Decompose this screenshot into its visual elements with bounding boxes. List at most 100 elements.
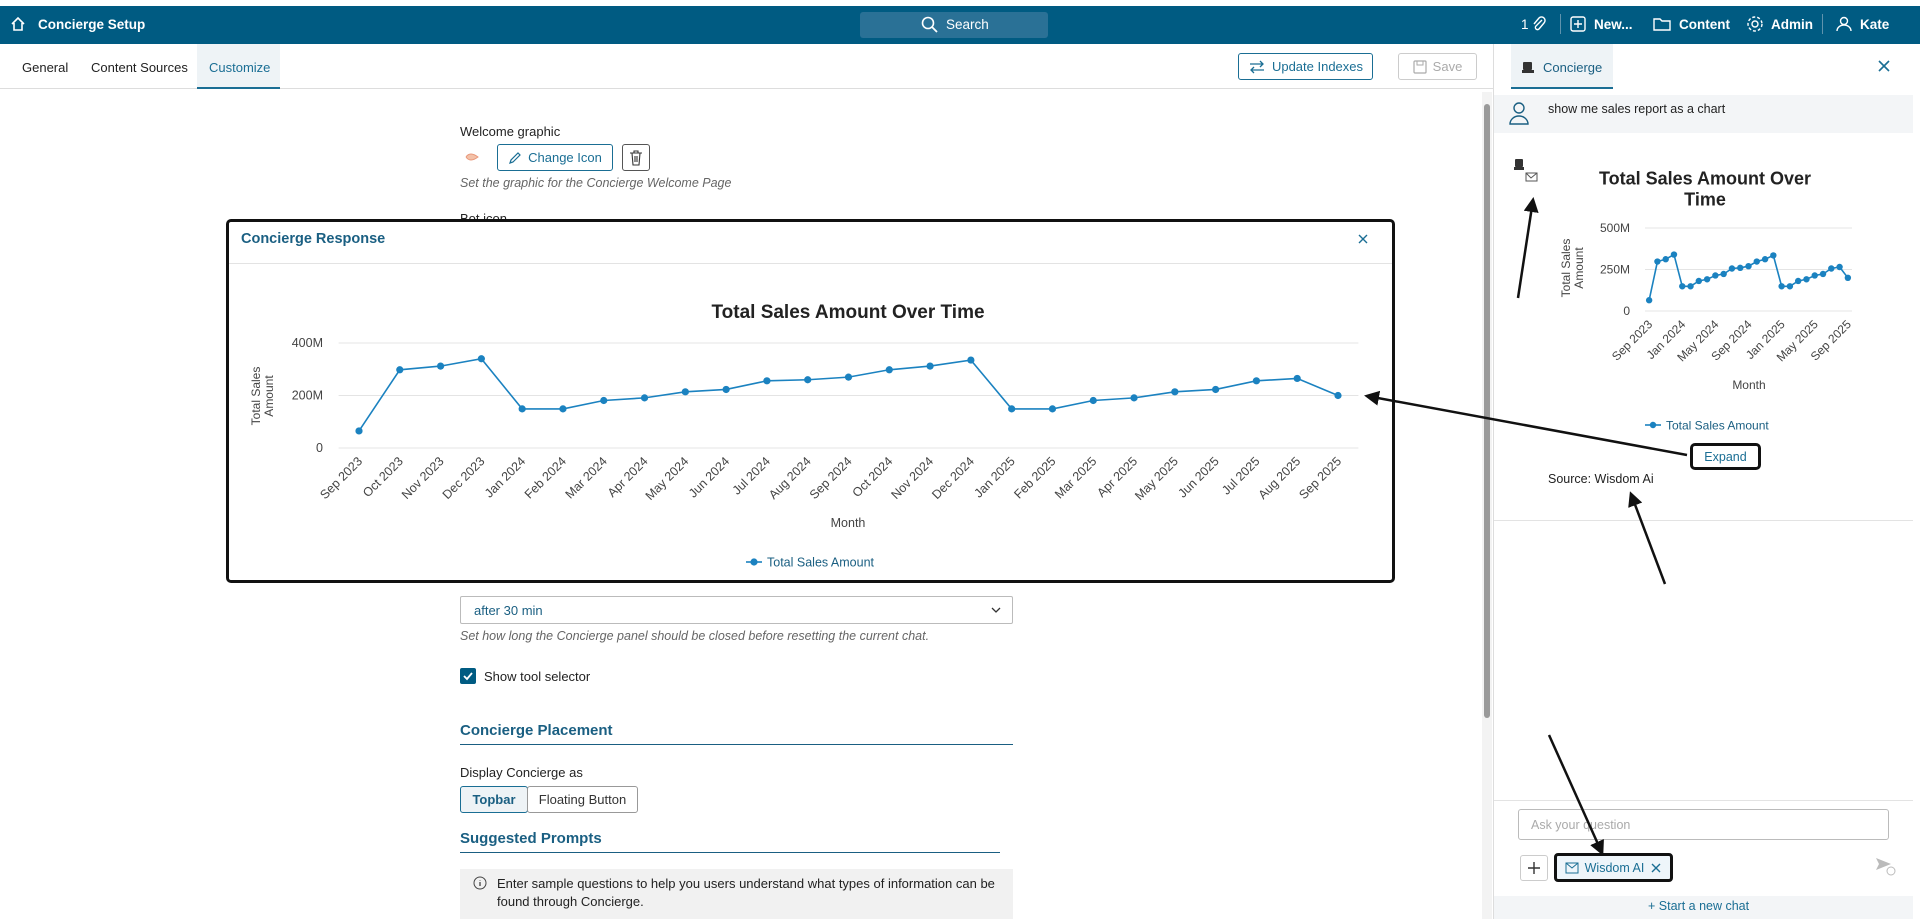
- data-point: [1130, 394, 1138, 402]
- legend-swatch: [1649, 421, 1657, 429]
- data-point: [1720, 270, 1727, 278]
- active-tab[interactable]: [197, 44, 280, 89]
- tool-chip[interactable]: Wisdom AI: [1554, 853, 1673, 882]
- info-icon: [473, 876, 487, 890]
- y-tick-label: 0: [1623, 304, 1630, 318]
- expand-button[interactable]: Expand: [1690, 443, 1761, 470]
- data-point: [1786, 283, 1794, 290]
- x-axis-title: Month: [831, 516, 866, 530]
- modal-title: Concierge Response: [241, 231, 386, 247]
- remove-chip-icon[interactable]: [1650, 862, 1662, 874]
- search-box[interactable]: [860, 12, 1048, 38]
- chevron-icon: [991, 607, 1001, 613]
- legend-label: Total Sales Amount: [1666, 419, 1769, 433]
- separator: [1560, 14, 1561, 34]
- search-icon: [921, 16, 938, 33]
- new-chat-button[interactable]: + Start a new chat: [1648, 899, 1750, 913]
- paperclip-icon[interactable]: [1532, 16, 1546, 32]
- toggle-option[interactable]: Floating Button: [527, 786, 638, 813]
- y-axis-title: Total Sales Amount: [248, 366, 276, 426]
- info-box: [460, 869, 1013, 919]
- x-tick-label: Aug 2025: [1256, 454, 1304, 502]
- button-label: Change Icon: [528, 150, 602, 165]
- data-point: [600, 396, 608, 405]
- data-point: [1171, 388, 1179, 396]
- user-icon[interactable]: [1836, 16, 1852, 32]
- attachments-count[interactable]: 1: [1521, 17, 1529, 32]
- x-tick-label: Jun 2024: [686, 454, 732, 500]
- field-label: Display Concierge as: [460, 765, 583, 780]
- field-label: Welcome graphic: [460, 124, 561, 139]
- admin-icon[interactable]: [1746, 15, 1764, 33]
- update-indexes-button[interactable]: Update Indexes: [1238, 53, 1373, 80]
- new-chat-label: Start a new chat: [1658, 899, 1750, 913]
- data-point: [396, 366, 404, 374]
- user-button[interactable]: Kate: [1860, 17, 1890, 32]
- section-heading: Suggested Prompts: [460, 830, 602, 847]
- data-point: [885, 366, 893, 374]
- data-point: [1008, 405, 1016, 413]
- divider: [1494, 800, 1913, 801]
- checkbox[interactable]: [460, 668, 476, 684]
- button-label: Update Indexes: [1271, 59, 1364, 74]
- data-point: [1745, 262, 1752, 270]
- x-tick-label: Jun 2025: [1175, 454, 1221, 500]
- x-tick-label: Mar 2025: [1052, 454, 1099, 501]
- dropdown-value[interactable]: after 30 min: [474, 603, 543, 618]
- admin-button[interactable]: Admin: [1771, 17, 1813, 32]
- data-point: [763, 377, 771, 385]
- plus-icon: [1528, 862, 1540, 874]
- y-tick-label: 0: [316, 441, 323, 455]
- sync-icon: [1249, 60, 1264, 73]
- data-point: [1728, 265, 1736, 272]
- x-axis-title: Month: [1732, 378, 1765, 392]
- data-point: [1836, 263, 1843, 271]
- save-button[interactable]: Save: [1398, 53, 1477, 80]
- data-point: [926, 362, 934, 370]
- tool-icon: [1565, 862, 1579, 873]
- data-point: [1334, 391, 1342, 400]
- x-tick-label: Dec 2024: [929, 454, 977, 502]
- legend-swatch: [750, 558, 758, 566]
- data-point: [477, 355, 485, 363]
- data-point: [967, 356, 975, 364]
- data-point: [1737, 264, 1744, 272]
- save-icon: [1413, 59, 1427, 74]
- new-icon[interactable]: [1570, 16, 1586, 32]
- data-point: [1662, 256, 1669, 263]
- x-tick-label: Sep 2023: [317, 454, 365, 502]
- chart-title: Total Sales Amount Over Time: [1598, 168, 1812, 209]
- tab[interactable]: Content Sources: [91, 60, 188, 75]
- help-text: Set the graphic for the Concierge Welcom…: [460, 176, 732, 190]
- x-tick-label: Mar 2024: [563, 454, 610, 501]
- x-tick-label: May 2024: [643, 454, 692, 503]
- info-text: Enter sample questions to help you users…: [497, 876, 995, 909]
- search-label[interactable]: Search: [946, 17, 989, 32]
- data-point: [1687, 283, 1694, 290]
- toggle-option[interactable]: Topbar: [460, 786, 528, 813]
- content-button[interactable]: Content: [1679, 17, 1730, 32]
- delete-icon-button[interactable]: [622, 144, 650, 171]
- checkbox-label[interactable]: Show tool selector: [484, 669, 591, 684]
- data-point: [559, 405, 567, 413]
- change-icon-button[interactable]: Change Icon: [497, 144, 613, 171]
- chip-label: Wisdom AI: [1584, 860, 1645, 875]
- content-icon[interactable]: [1653, 16, 1671, 32]
- tab[interactable]: General: [22, 60, 69, 75]
- close-modal-icon[interactable]: [1357, 233, 1369, 245]
- user-avatar: [1509, 102, 1529, 125]
- data-point: [1844, 274, 1852, 281]
- home-icon[interactable]: [10, 16, 26, 32]
- reset-dropdown[interactable]: [460, 596, 1013, 624]
- data-point: [1679, 283, 1686, 290]
- x-tick-label: Jan 2025: [972, 454, 1018, 500]
- x-tick-label: Sep 2025: [1296, 454, 1344, 502]
- new-button[interactable]: New...: [1594, 17, 1633, 32]
- send-icon[interactable]: [1874, 855, 1896, 877]
- question-input[interactable]: [1518, 809, 1889, 840]
- tab[interactable]: Customize: [209, 60, 271, 75]
- close-panel-icon[interactable]: [1877, 59, 1891, 73]
- add-button[interactable]: [1520, 855, 1548, 881]
